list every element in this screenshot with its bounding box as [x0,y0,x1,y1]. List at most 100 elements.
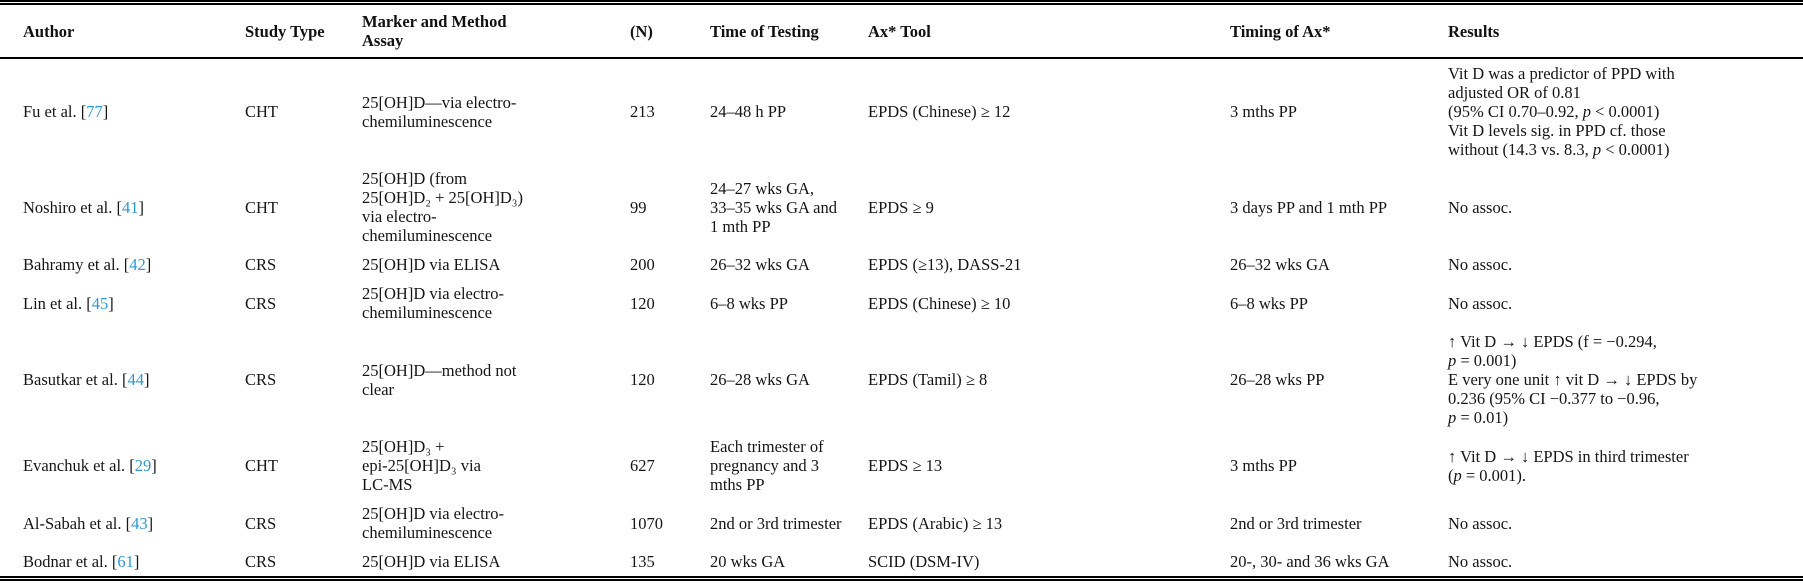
study-type-cell: CRS [245,370,277,389]
study-type-cell: CHT [245,102,278,121]
author-cell: Lin et al. [45] [0,279,245,327]
ax-tool-cell: EPDS (Arabic) ≥ 13 [868,513,1003,533]
time-of-testing-cell: 2nd or 3rd trimester [710,513,842,533]
n-cell: 120 [630,370,655,389]
marker-cell: 25[OH]D via electro- chemiluminescence [362,504,505,542]
n-cell: 213 [630,102,655,121]
citation-bracket-open: [ [123,255,130,274]
citation-ref-link[interactable]: 29 [134,456,152,475]
column-header-marker: Marker and Method Assay [362,2,630,59]
table-row: Bodnar et al. [61] CRS 25[OH]D via ELISA… [0,547,1803,579]
author-cell: Evanchuk et al. [29] [0,432,245,499]
results-cell: No assoc. [1448,255,1513,274]
marker-cell: 25[OH]D via electro- chemiluminescence [362,284,505,322]
table-row: Basutkar et al. [44] CRS 25[OH]D—method … [0,327,1803,432]
marker-cell: 25[OH]D via ELISA [362,552,501,571]
marker-cell: 25[OH]D₃ + epi-25[OH]D₃ via LC-MS [362,437,481,494]
author-cell: Bodnar et al. [61] [0,547,245,579]
ax-tool-cell: EPDS ≥ 13 [868,456,943,475]
citation-bracket-close: ] [151,456,157,475]
citation-bracket-open: [ [121,370,128,389]
results-cell: ↑ Vit D → ↓ EPDS in third trimester (p =… [1448,446,1689,485]
n-cell: 120 [630,293,655,313]
author-cell: Fu et al. [77] [0,58,245,164]
author-name: Al-Sabah et al. [23,513,122,533]
citation-bracket-close: ] [133,552,140,571]
results-cell: No assoc. [1448,513,1513,533]
author-name: Evanchuk et al. [23,456,126,475]
citation-bracket-open: [ [129,456,135,475]
citation-ref-link[interactable]: 42 [129,255,146,274]
table-row: Lin et al. [45] CRS 25[OH]D via electro-… [0,279,1803,327]
author-cell: Bahramy et al. [42] [0,250,245,279]
results-cell: ↑ Vit D → ↓ EPDS (f = −0.294, p = 0.001)… [1448,332,1698,427]
study-type-cell: CRS [245,552,277,571]
citation-bracket-open: [ [80,102,87,121]
timing-of-ax-cell: 26–28 wks PP [1230,370,1325,389]
time-of-testing-cell: 20 wks GA [710,552,786,571]
author-cell: Al-Sabah et al. [43] [0,499,245,547]
study-type-cell: CHT [245,197,278,217]
citation-ref-link[interactable]: 61 [117,552,134,571]
citation-bracket-close: ] [138,197,144,217]
timing-of-ax-cell: 3 mths PP [1230,456,1297,475]
citation-bracket-open: [ [116,197,122,217]
author-cell: Basutkar et al. [44] [0,327,245,432]
author-name: Lin et al. [23,293,83,313]
timing-of-ax-cell: 3 mths PP [1230,102,1297,121]
table-header: Author Study Type Marker and Method Assa… [0,2,1803,59]
timing-of-ax-cell: 20-, 30- and 36 wks GA [1230,552,1390,571]
citation-ref-link[interactable]: 77 [86,102,103,121]
author-name: Noshiro et al. [23,197,113,217]
ax-tool-cell: EPDS ≥ 9 [868,197,934,217]
citation-ref-link[interactable]: 44 [127,370,144,389]
n-cell: 135 [630,552,655,571]
results-cell: No assoc. [1448,293,1513,313]
table-row: Noshiro et al. [41] CHT 25[OH]D (from 25… [0,164,1803,250]
ax-tool-cell: EPDS (Chinese) ≥ 12 [868,102,1011,121]
citation-ref-link[interactable]: 43 [131,513,148,533]
timing-of-ax-cell: 3 days PP and 1 mth PP [1230,197,1388,217]
citation-bracket-open: [ [125,513,132,533]
timing-of-ax-cell: 2nd or 3rd trimester [1230,513,1362,533]
time-of-testing-cell: 26–28 wks GA [710,370,810,389]
table-row: Fu et al. [77] CHT 25[OH]D—via electro- … [0,58,1803,164]
author-cell: Noshiro et al. [41] [0,164,245,250]
timing-of-ax-cell: 26–32 wks GA [1230,255,1330,274]
results-cell: Vit D was a predictor of PPD with adjust… [1448,64,1675,159]
marker-cell: 25[OH]D (from 25[OH]D₂ + 25[OH]D₃) via e… [362,169,524,245]
time-of-testing-cell: 24–27 wks GA, 33–35 wks GA and 1 mth PP [710,178,837,236]
citation-bracket-close: ] [147,513,154,533]
ax-tool-cell: EPDS (Chinese) ≥ 10 [868,293,1011,313]
citation-bracket-open: [ [86,293,92,313]
column-header-n: (N) [630,2,710,59]
citation-bracket-close: ] [145,255,152,274]
citation-ref-link[interactable]: 41 [121,197,139,217]
time-of-testing-cell: 6–8 wks PP [710,293,788,313]
column-header-results: Results [1448,2,1803,59]
column-header-ax-tool: Ax* Tool [868,2,1230,59]
header-row: Author Study Type Marker and Method Assa… [0,2,1803,59]
citation-bracket-close: ] [102,102,109,121]
time-of-testing-cell: Each trimester of pregnancy and 3 mths P… [710,437,824,494]
author-name: Bodnar et al. [23,552,108,571]
results-cell: No assoc. [1448,197,1513,217]
ax-tool-cell: EPDS (≥13), DASS-21 [868,255,1022,274]
marker-cell: 25[OH]D via ELISA [362,255,501,274]
author-name: Bahramy et al. [23,255,120,274]
column-header-author: Author [0,2,245,59]
results-cell: No assoc. [1448,552,1513,571]
study-type-cell: CHT [245,456,278,475]
marker-cell: 25[OH]D—method not clear [362,360,517,399]
author-name: Fu et al. [23,102,77,121]
time-of-testing-cell: 24–48 h PP [710,102,787,121]
citation-bracket-close: ] [108,293,114,313]
table-row: Al-Sabah et al. [43] CRS 25[OH]D via ele… [0,499,1803,547]
column-header-study-type: Study Type [245,2,362,59]
citation-bracket-open: [ [111,552,118,571]
citation-ref-link[interactable]: 45 [91,293,109,313]
citation-bracket-close: ] [143,370,150,389]
table-body: Fu et al. [77] CHT 25[OH]D—via electro- … [0,58,1803,579]
